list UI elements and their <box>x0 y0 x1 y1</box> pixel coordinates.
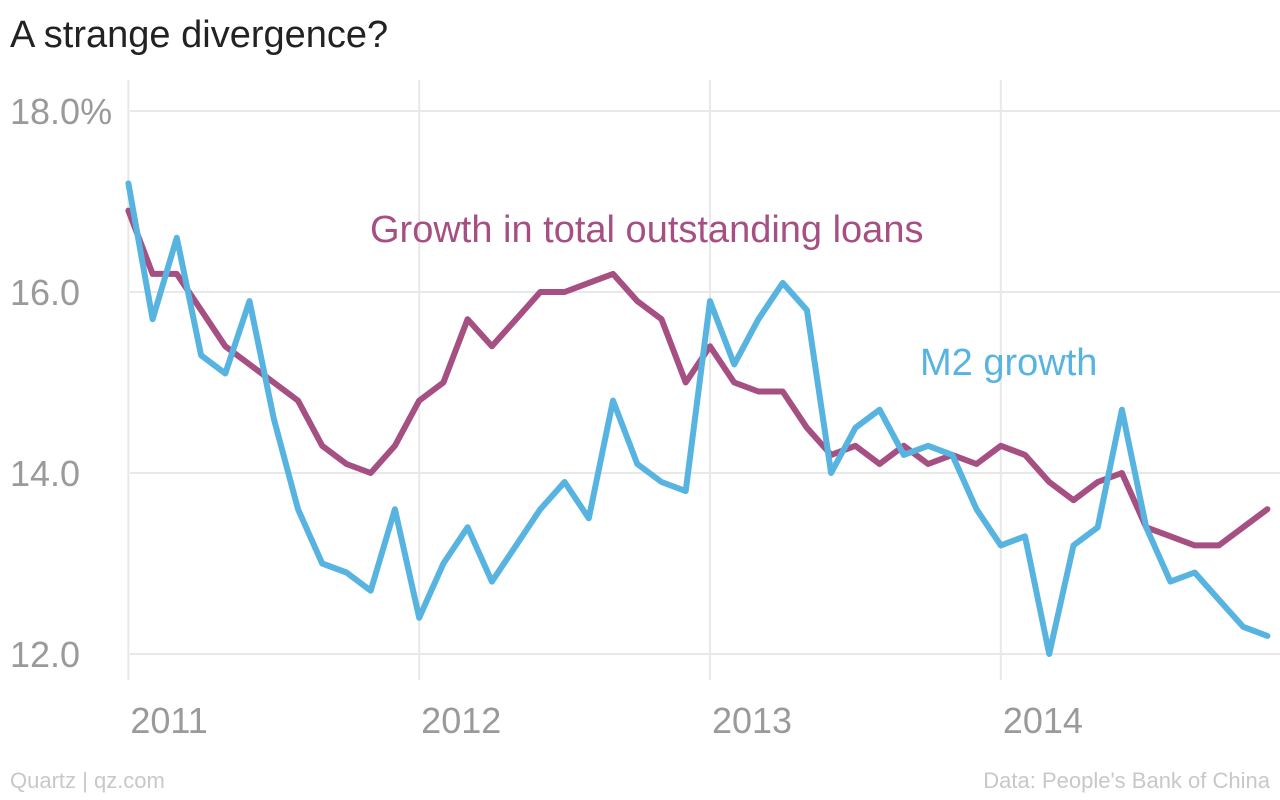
data-source: Data: People's Bank of China <box>983 768 1270 793</box>
y-tick-label: 12.0 <box>10 634 80 675</box>
series-layer <box>125 180 1271 657</box>
source-credit: Quartz | qz.com <box>10 768 165 793</box>
y-tick-label: 18.0% <box>10 91 112 132</box>
series-line-m2 <box>125 180 1271 657</box>
x-axis-ticks: 2011 2012 2013 2014 <box>130 700 1083 741</box>
grid-layer <box>127 80 1280 680</box>
chart-title: A strange divergence? <box>10 14 389 56</box>
series-line-loans <box>125 207 1271 549</box>
series-labels: Growth in total outstanding loans M2 grow… <box>370 209 1097 384</box>
series-label-loans: Growth in total outstanding loans <box>370 209 923 251</box>
y-tick-label: 16.0 <box>10 272 80 313</box>
x-tick-label: 2013 <box>712 700 792 741</box>
x-tick-label: 2011 <box>130 700 207 741</box>
x-tick-label: 2012 <box>421 700 501 741</box>
x-tick-label: 2014 <box>1003 700 1083 741</box>
y-tick-label: 14.0 <box>10 453 80 494</box>
series-label-m2: M2 growth <box>920 342 1097 384</box>
y-axis-ticks: 12.0 14.0 16.0 18.0% <box>10 91 112 675</box>
